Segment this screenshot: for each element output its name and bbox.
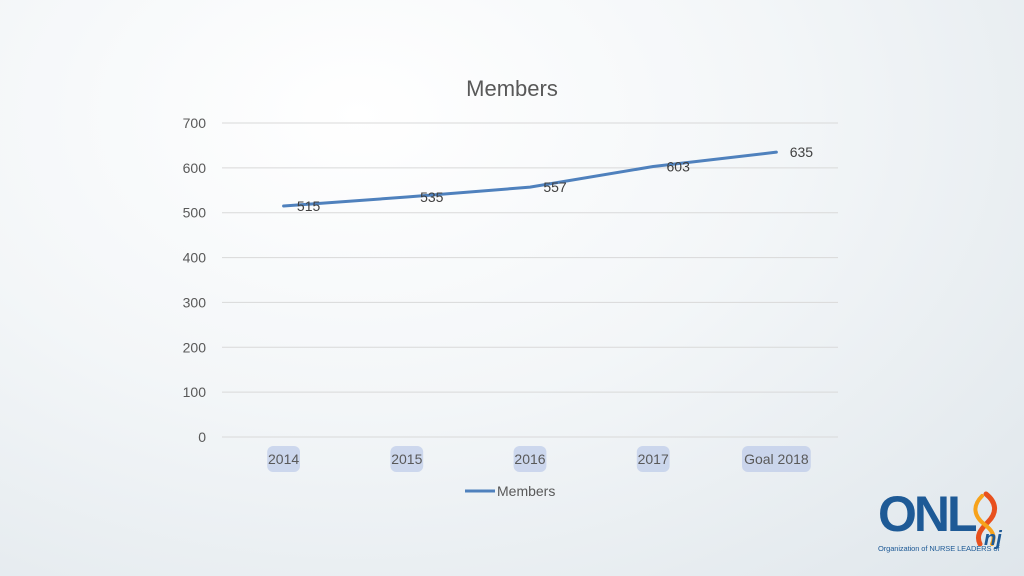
- x-tick-label: 2015: [391, 451, 422, 467]
- data-label: 603: [667, 159, 691, 175]
- x-tick-label: 2014: [268, 451, 299, 467]
- data-label: 515: [297, 198, 321, 214]
- data-labels: 515 535 557 603 635: [297, 144, 813, 214]
- onl-nj-logo: ONL nj Organization of NURSE LEADERS of: [876, 486, 1008, 560]
- data-label: 535: [420, 189, 444, 205]
- y-tick-label: 700: [183, 115, 207, 131]
- x-tick-highlight: [636, 446, 670, 472]
- data-label: 557: [543, 179, 567, 195]
- x-tick-label: 2016: [514, 451, 545, 467]
- x-tick-highlight: [390, 446, 424, 472]
- x-tick-label: 2017: [638, 451, 669, 467]
- x-axis-labels: 2014 2015 2016 2017 Goal 2018: [267, 446, 811, 472]
- y-tick-label: 500: [183, 205, 207, 221]
- ribbon-icon: [973, 491, 997, 546]
- logo-nj: nj: [984, 528, 1002, 550]
- y-axis-labels: 0 100 200 300 400 500 600 700: [183, 115, 207, 445]
- data-label: 635: [790, 144, 814, 160]
- x-tick-highlight: [742, 446, 811, 472]
- y-tick-label: 400: [183, 250, 207, 266]
- series-lines: [282, 150, 778, 208]
- x-tick-highlight: [513, 446, 547, 472]
- legend: Members: [465, 483, 555, 499]
- y-tick-label: 200: [183, 339, 207, 355]
- y-tick-label: 100: [183, 384, 207, 400]
- chart-title: Members: [466, 76, 558, 101]
- legend-label: Members: [497, 483, 555, 499]
- logo-wordmark: ONL: [878, 486, 978, 542]
- y-tick-label: 600: [183, 160, 207, 176]
- y-tick-label: 300: [183, 294, 207, 310]
- x-tick-label: Goal 2018: [744, 451, 809, 467]
- series-line: [282, 150, 778, 208]
- logo-tagline: Organization of NURSE LEADERS of: [878, 544, 1000, 553]
- y-tick-label: 0: [198, 429, 206, 445]
- gridlines: [222, 122, 838, 438]
- x-tick-highlight: [267, 446, 300, 472]
